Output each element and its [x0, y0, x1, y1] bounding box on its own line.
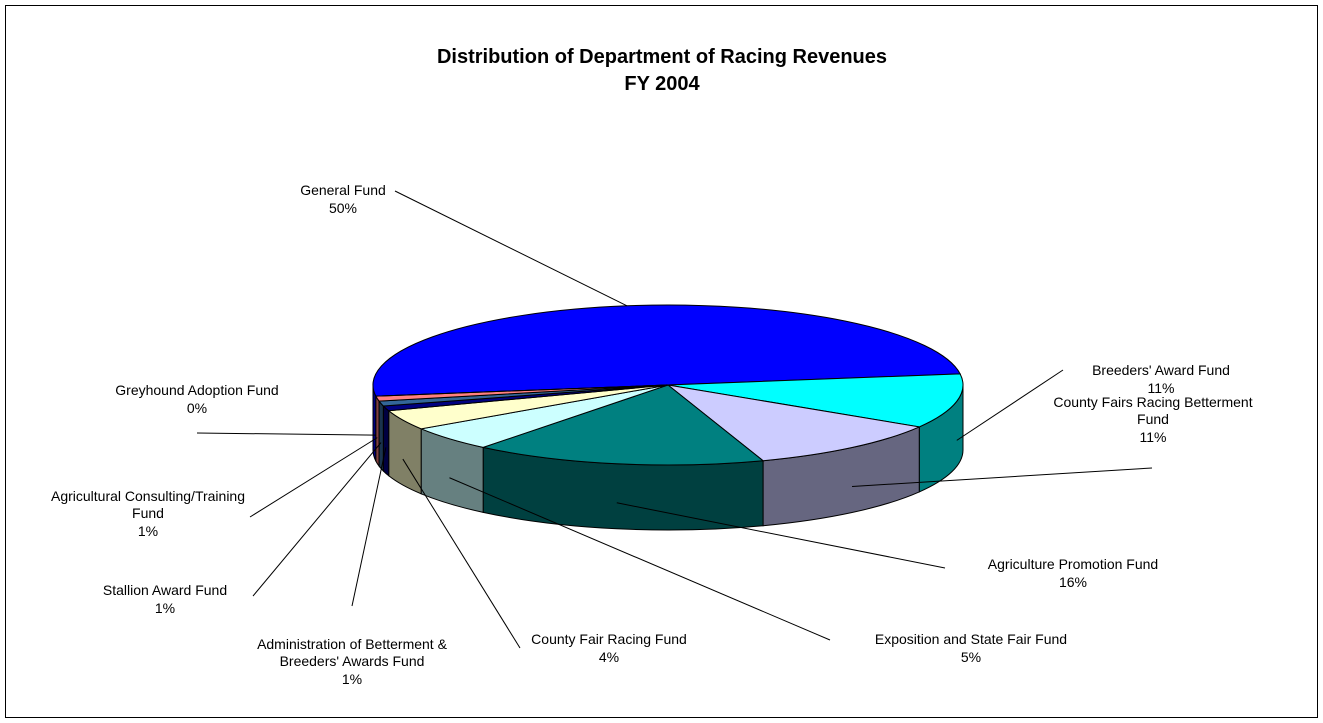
slice [667, 373, 964, 428]
slice [666, 384, 921, 462]
slice-label-name: Agriculture Promotion Fund [988, 556, 1158, 572]
slice-label: Breeders' Award Fund 11% [1092, 362, 1230, 396]
leader-line [852, 467, 1153, 488]
slice-value-label: 5% [961, 649, 981, 665]
leader-line [252, 442, 382, 597]
pie-sides [372, 384, 964, 531]
slice-label-name: Administration of Betterment & Breeders' … [257, 636, 448, 669]
slice-label: Greyhound Adoption Fund 0% [115, 382, 278, 416]
chart-title: Distribution of Department of Racing Rev… [437, 46, 887, 68]
slice-label: Agriculture Promotion Fund 16% [988, 556, 1158, 590]
leader-line [249, 437, 378, 518]
chart-subtitle: FY 2004 [624, 73, 700, 95]
slice-label: County Fairs Racing Betterment Fund 11% [1053, 394, 1252, 445]
slice-value-label: 4% [599, 649, 619, 665]
slice-label: General Fund 50% [300, 182, 386, 216]
slice-label: Administration of Betterment & Breeders' … [257, 636, 448, 687]
slice-value-label: 0% [187, 400, 207, 416]
leader-line [616, 502, 946, 569]
slice-label-name: County Fair Racing Fund [531, 631, 687, 647]
leader-line [394, 190, 628, 307]
slice-value-label: 1% [138, 523, 158, 539]
slice [375, 384, 669, 397]
slice-value-label: 16% [1059, 574, 1087, 590]
slice-label-name: Breeders' Award Fund [1092, 362, 1230, 378]
slice-side [382, 404, 390, 477]
slice-label-name: Agricultural Consulting/Training Fund [51, 488, 245, 521]
slice-value-label: 1% [155, 600, 175, 616]
slice-label-name: Stallion Award Fund [103, 582, 227, 598]
slice-value-label: 1% [342, 671, 362, 687]
slice-label-name: Exposition and State Fair Fund [875, 631, 1067, 647]
slice-label: Exposition and State Fair Fund 5% [875, 631, 1067, 665]
slice-label: Stallion Award Fund 1% [103, 582, 227, 616]
leader-line [402, 458, 521, 649]
slice-value-label: 50% [329, 200, 357, 216]
leader-line [956, 369, 1064, 441]
leader-line [196, 432, 376, 436]
slice [372, 304, 961, 397]
slice [481, 384, 765, 466]
slice-side [375, 395, 380, 468]
slice-label-name: Greyhound Adoption Fund [115, 382, 278, 398]
leader-line [449, 477, 831, 641]
slice-value-label: 11% [1140, 429, 1167, 445]
slice-value-label: 11% [1148, 380, 1175, 396]
leader-line [351, 447, 387, 607]
slice-label: County Fair Racing Fund 4% [531, 631, 687, 665]
slice-label: Agricultural Consulting/Training Fund 1% [51, 488, 245, 539]
slice-label-name: County Fairs Racing Betterment Fund [1053, 394, 1252, 427]
slice-label-name: General Fund [300, 182, 386, 198]
